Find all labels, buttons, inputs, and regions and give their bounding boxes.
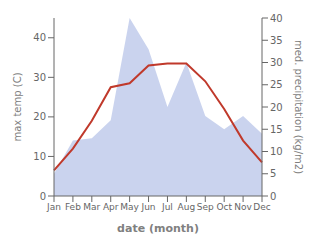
svg-text:40: 40 [270, 13, 283, 24]
svg-text:Sep: Sep [197, 202, 214, 212]
svg-text:Jul: Jul [161, 202, 173, 212]
svg-text:Apr: Apr [103, 202, 119, 212]
svg-text:Mar: Mar [83, 202, 100, 212]
svg-text:date (month): date (month) [117, 222, 199, 235]
svg-text:Dec: Dec [253, 202, 270, 212]
svg-text:10: 10 [270, 146, 283, 157]
svg-text:max temp (C): max temp (C) [12, 72, 23, 141]
svg-text:20: 20 [270, 102, 283, 113]
svg-text:0: 0 [40, 191, 46, 202]
svg-text:Jun: Jun [141, 202, 156, 212]
svg-text:30: 30 [33, 72, 46, 83]
svg-text:Oct: Oct [216, 202, 232, 212]
svg-text:40: 40 [33, 32, 46, 43]
svg-text:5: 5 [270, 168, 276, 179]
svg-text:Aug: Aug [178, 202, 196, 212]
svg-text:20: 20 [33, 111, 46, 122]
svg-text:med. precipitation (kg/m2): med. precipitation (kg/m2) [293, 40, 304, 174]
svg-text:35: 35 [270, 35, 283, 46]
svg-text:30: 30 [270, 57, 283, 68]
svg-text:25: 25 [270, 79, 283, 90]
svg-text:Jan: Jan [46, 202, 61, 212]
svg-text:Nov: Nov [234, 202, 252, 212]
svg-text:0: 0 [270, 191, 276, 202]
svg-text:10: 10 [33, 151, 46, 162]
svg-text:Feb: Feb [65, 202, 81, 212]
svg-text:May: May [120, 202, 139, 212]
svg-text:15: 15 [270, 124, 283, 135]
